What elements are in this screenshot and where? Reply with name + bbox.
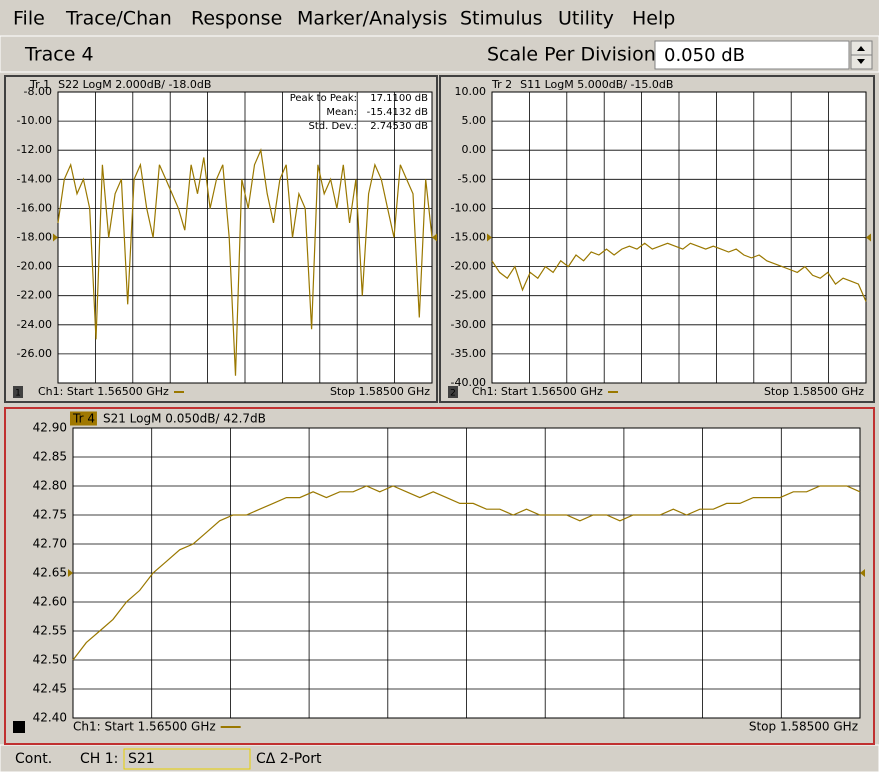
y-tick-label: 42.70 bbox=[33, 537, 67, 551]
ref-marker-right bbox=[860, 569, 865, 577]
y-tick-label: -25.00 bbox=[451, 289, 486, 302]
y-tick-label: 42.40 bbox=[33, 711, 67, 725]
trace-title: S22 LogM 2.000dB/ -18.0dB bbox=[58, 78, 211, 91]
menu-item[interactable]: File bbox=[13, 8, 45, 30]
menu-item[interactable]: Utility bbox=[558, 8, 614, 30]
trace-name: Trace 4 bbox=[24, 44, 94, 66]
y-tick-label: -22.00 bbox=[17, 289, 52, 302]
y-tick-label: 42.60 bbox=[33, 595, 67, 609]
trace-label[interactable]: Tr 2 bbox=[491, 78, 512, 91]
y-tick-label: -16.00 bbox=[17, 201, 52, 214]
channel-number: 2 bbox=[450, 389, 456, 399]
y-tick-label: -10.00 bbox=[451, 201, 486, 214]
y-tick-label: 42.50 bbox=[33, 653, 67, 667]
start-label: Ch1: Start 1.56500 GHz bbox=[38, 385, 169, 398]
ref-marker-right bbox=[432, 233, 437, 242]
y-tick-label: -30.00 bbox=[451, 318, 486, 331]
scale-value[interactable]: 0.050 dB bbox=[664, 45, 745, 66]
y-tick-label: -15.00 bbox=[451, 231, 486, 244]
y-tick-label: 5.00 bbox=[462, 114, 487, 127]
param-box[interactable] bbox=[123, 748, 251, 770]
stat-label: Std. Dev.: bbox=[308, 121, 357, 132]
trace-title: S11 LogM 5.000dB/ -15.0dB bbox=[520, 78, 673, 91]
y-tick-label: -8.00 bbox=[24, 85, 52, 98]
status-cal: CΔ 2-Port bbox=[256, 751, 322, 767]
ref-marker-left bbox=[487, 233, 492, 242]
ref-marker-left bbox=[68, 569, 73, 577]
spin-arrows bbox=[857, 46, 865, 64]
y-tick-label: 42.75 bbox=[33, 508, 67, 522]
y-tick-label: -20.00 bbox=[451, 260, 486, 273]
stop-label: Stop 1.58500 GHz bbox=[330, 385, 430, 398]
trace-line bbox=[491, 242, 867, 302]
y-tick-label: 42.80 bbox=[33, 479, 67, 493]
y-tick-label: 42.65 bbox=[33, 566, 67, 580]
status-param[interactable]: S21 bbox=[128, 751, 155, 767]
y-tick-label: -26.00 bbox=[17, 347, 52, 360]
trace-label-bg bbox=[70, 411, 97, 426]
y-tick-label: -20.00 bbox=[17, 260, 52, 273]
stat-value: 2.74530 dB bbox=[370, 121, 428, 132]
y-tick-label: -10.00 bbox=[17, 114, 52, 127]
status-mode: Cont. bbox=[15, 751, 52, 767]
stat-label: Mean: bbox=[326, 107, 357, 118]
stop-label: Stop 1.58500 GHz bbox=[749, 720, 858, 734]
trace-line bbox=[72, 485, 861, 661]
menu-item[interactable]: Help bbox=[632, 8, 675, 30]
trace-label[interactable]: Tr 4 bbox=[72, 412, 95, 426]
menu-item[interactable]: Response bbox=[191, 8, 282, 30]
trace-line bbox=[57, 148, 433, 376]
trace-label[interactable]: Tr 1 bbox=[29, 78, 50, 91]
channel-number: 1 bbox=[15, 389, 21, 399]
channel-box bbox=[13, 721, 25, 733]
y-tick-label: 42.85 bbox=[33, 450, 67, 464]
trace-title: S21 LogM 0.050dB/ 42.7dB bbox=[103, 412, 266, 426]
status-channel: CH 1: bbox=[80, 751, 118, 767]
y-tick-label: -18.00 bbox=[17, 231, 52, 244]
stat-value: -15.4132 dB bbox=[367, 107, 428, 118]
stop-label: Stop 1.58500 GHz bbox=[764, 385, 864, 398]
stat-value: 17.1100 dB bbox=[370, 93, 428, 104]
ref-marker-left bbox=[53, 233, 58, 242]
start-label: Ch1: Start 1.56500 GHz bbox=[73, 720, 216, 734]
y-tick-label: -24.00 bbox=[17, 318, 52, 331]
menu-item[interactable]: Stimulus bbox=[460, 8, 543, 30]
ref-marker-right bbox=[866, 233, 871, 242]
y-tick-label: -5.00 bbox=[458, 172, 486, 185]
scale-input[interactable] bbox=[654, 40, 850, 70]
y-tick-label: -14.00 bbox=[17, 172, 52, 185]
y-tick-label: 42.45 bbox=[33, 682, 67, 696]
y-tick-label: -40.00 bbox=[451, 376, 486, 389]
y-tick-label: 10.00 bbox=[455, 85, 487, 98]
menu-item[interactable]: Marker/Analysis bbox=[297, 8, 447, 30]
channel-box bbox=[13, 386, 23, 398]
start-label: Ch1: Start 1.56500 GHz bbox=[472, 385, 603, 398]
y-tick-label: 0.00 bbox=[462, 143, 487, 156]
y-tick-label: -12.00 bbox=[17, 143, 52, 156]
scale-label: Scale Per Division bbox=[487, 44, 656, 66]
menu-item[interactable]: Trace/Chan bbox=[65, 8, 172, 30]
y-tick-label: 42.55 bbox=[33, 624, 67, 638]
y-tick-label: 42.90 bbox=[33, 421, 67, 435]
y-tick-label: -35.00 bbox=[451, 347, 486, 360]
channel-box bbox=[448, 386, 458, 398]
stat-label: Peak to Peak: bbox=[290, 93, 357, 104]
